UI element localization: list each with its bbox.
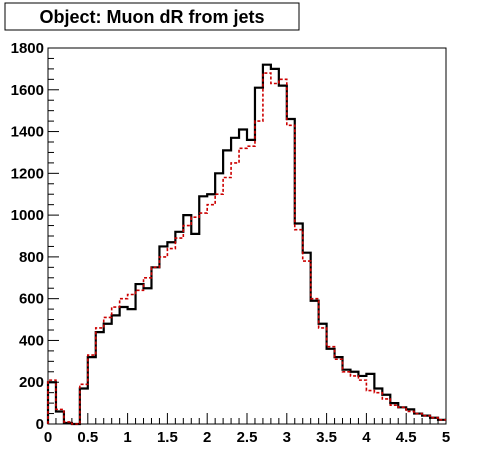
x-tick-label: 4 xyxy=(362,429,371,446)
series-1 xyxy=(47,72,446,425)
y-tick-label: 800 xyxy=(19,249,44,266)
y-tick-label: 1600 xyxy=(11,82,44,99)
series-line-0 xyxy=(46,63,446,426)
x-tick-label: 0.5 xyxy=(77,429,98,446)
x-tick-label: 3 xyxy=(283,429,291,446)
y-tick-label: 1800 xyxy=(11,40,44,57)
y-tick-label: 1000 xyxy=(11,207,44,224)
x-tick-label: 2.5 xyxy=(237,429,258,446)
y-tick-label: 400 xyxy=(19,332,44,349)
x-tick-label: 3.5 xyxy=(316,429,337,446)
x-tick-label: 0 xyxy=(44,429,52,446)
series-0 xyxy=(46,63,446,426)
y-tick-label: 1400 xyxy=(11,124,44,141)
x-tick-label: 2 xyxy=(203,429,211,446)
y-tick-label: 0 xyxy=(36,416,44,433)
series-layer xyxy=(46,63,446,426)
y-tick-label: 600 xyxy=(19,291,44,308)
y-axis: 0 200 400 600 800 1000 1200 1400 1600 1800 xyxy=(11,40,59,433)
series-line-1 xyxy=(47,72,446,425)
x-tick-label: 5 xyxy=(442,429,450,446)
x-tick-label: 4.5 xyxy=(396,429,417,446)
x-tick-label: 1.5 xyxy=(157,429,178,446)
title-box: Object: Muon dR from jets xyxy=(4,2,300,31)
chart-title: Object: Muon dR from jets xyxy=(40,7,265,27)
plot-frame xyxy=(47,47,447,425)
x-axis: 0 0.5 1 1.5 2 2.5 3 3.5 4 4.5 5 xyxy=(44,413,450,446)
y-tick-label: 1200 xyxy=(11,165,44,182)
y-tick-label: 200 xyxy=(19,374,44,391)
x-tick-label: 1 xyxy=(123,429,131,446)
